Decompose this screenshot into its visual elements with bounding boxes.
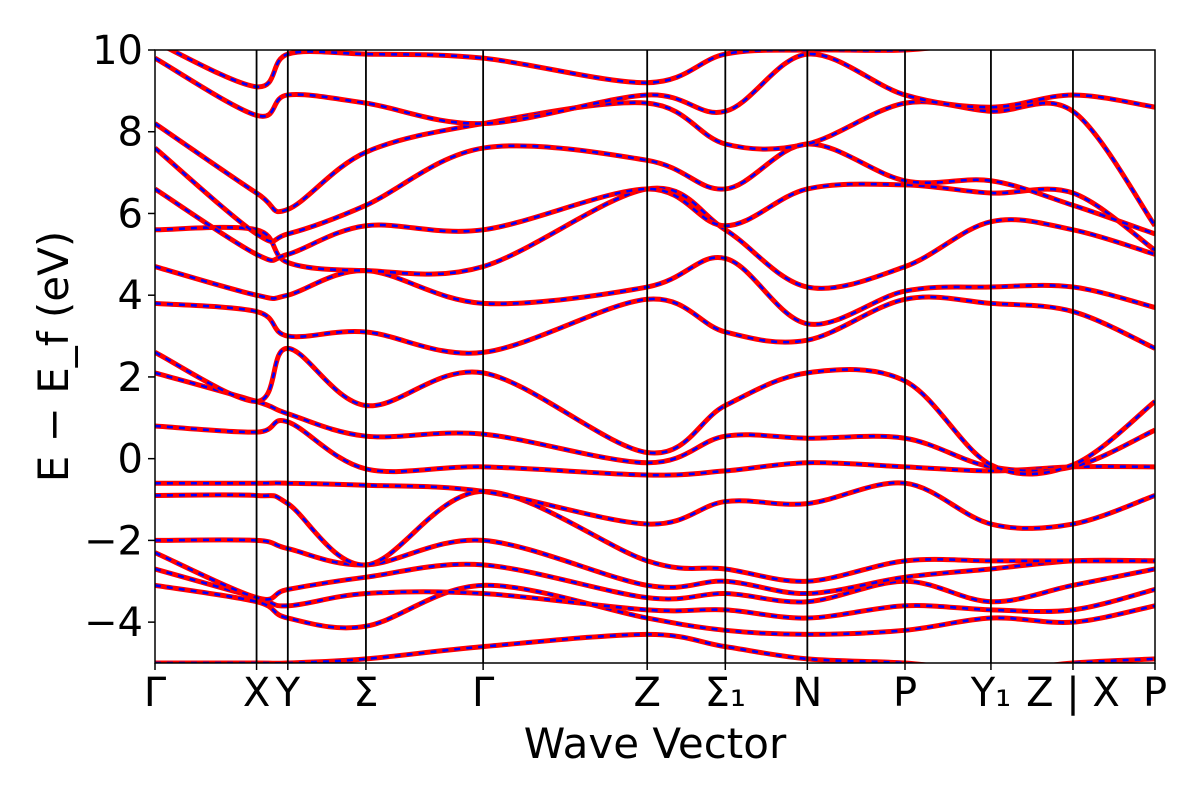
- y-tick-label: −2: [84, 518, 143, 564]
- band-10-dashed: [155, 295, 1155, 355]
- y-tick-label: 10: [92, 28, 143, 74]
- x-tick-label: N: [792, 670, 822, 716]
- y-tick-label: 0: [118, 437, 143, 483]
- x-axis-ticks: Γ X Y Σ Γ Z Σ₁ N P Y₁ Z | X P: [144, 663, 1167, 716]
- y-tick-label: 6: [118, 191, 143, 237]
- y-axis-ticks: 10 8 6 4 2 0 −2 −4: [84, 28, 155, 646]
- y-axis-label: E − E_f (eV): [29, 231, 78, 482]
- band-9-solid: [155, 345, 1155, 477]
- band-16-solid: [155, 51, 1155, 127]
- x-tick-label: X: [243, 670, 270, 716]
- y-tick-label: −4: [84, 600, 143, 646]
- x-tick-label: Γ: [472, 670, 495, 716]
- band-17-dashed: [168, 50, 924, 89]
- band-12-dashed: [155, 186, 1155, 290]
- x-tick-label: Σ: [353, 670, 378, 716]
- y-tick-label: 2: [118, 355, 143, 401]
- bands-layer: [155, 50, 1155, 663]
- plot-frame: [154, 49, 1156, 664]
- x-tick-label: Γ: [144, 670, 167, 716]
- band-8-solid: [155, 370, 1155, 474]
- high-symmetry-lines: [255, 50, 1074, 663]
- x-tick-label: Σ₁: [705, 670, 746, 716]
- band-0-solid: [155, 631, 1155, 663]
- x-tick-label: P: [1143, 670, 1167, 716]
- x-axis-label: Wave Vector: [524, 719, 787, 768]
- y-tick-label: 8: [118, 110, 143, 156]
- band-17-solid: [166, 50, 936, 90]
- x-tick-label: Y₁: [970, 670, 1011, 716]
- x-tick-label: Z | X: [1026, 670, 1120, 716]
- y-tick-label: 4: [118, 273, 143, 319]
- x-tick-label: Y: [275, 670, 301, 716]
- band-0-dashed: [155, 633, 1155, 663]
- band-12-solid: [155, 185, 1155, 291]
- band-10-solid: [155, 294, 1155, 356]
- x-tick-label: P: [893, 670, 917, 716]
- band-16-dashed: [155, 52, 1155, 125]
- x-tick-label: Z: [633, 670, 660, 716]
